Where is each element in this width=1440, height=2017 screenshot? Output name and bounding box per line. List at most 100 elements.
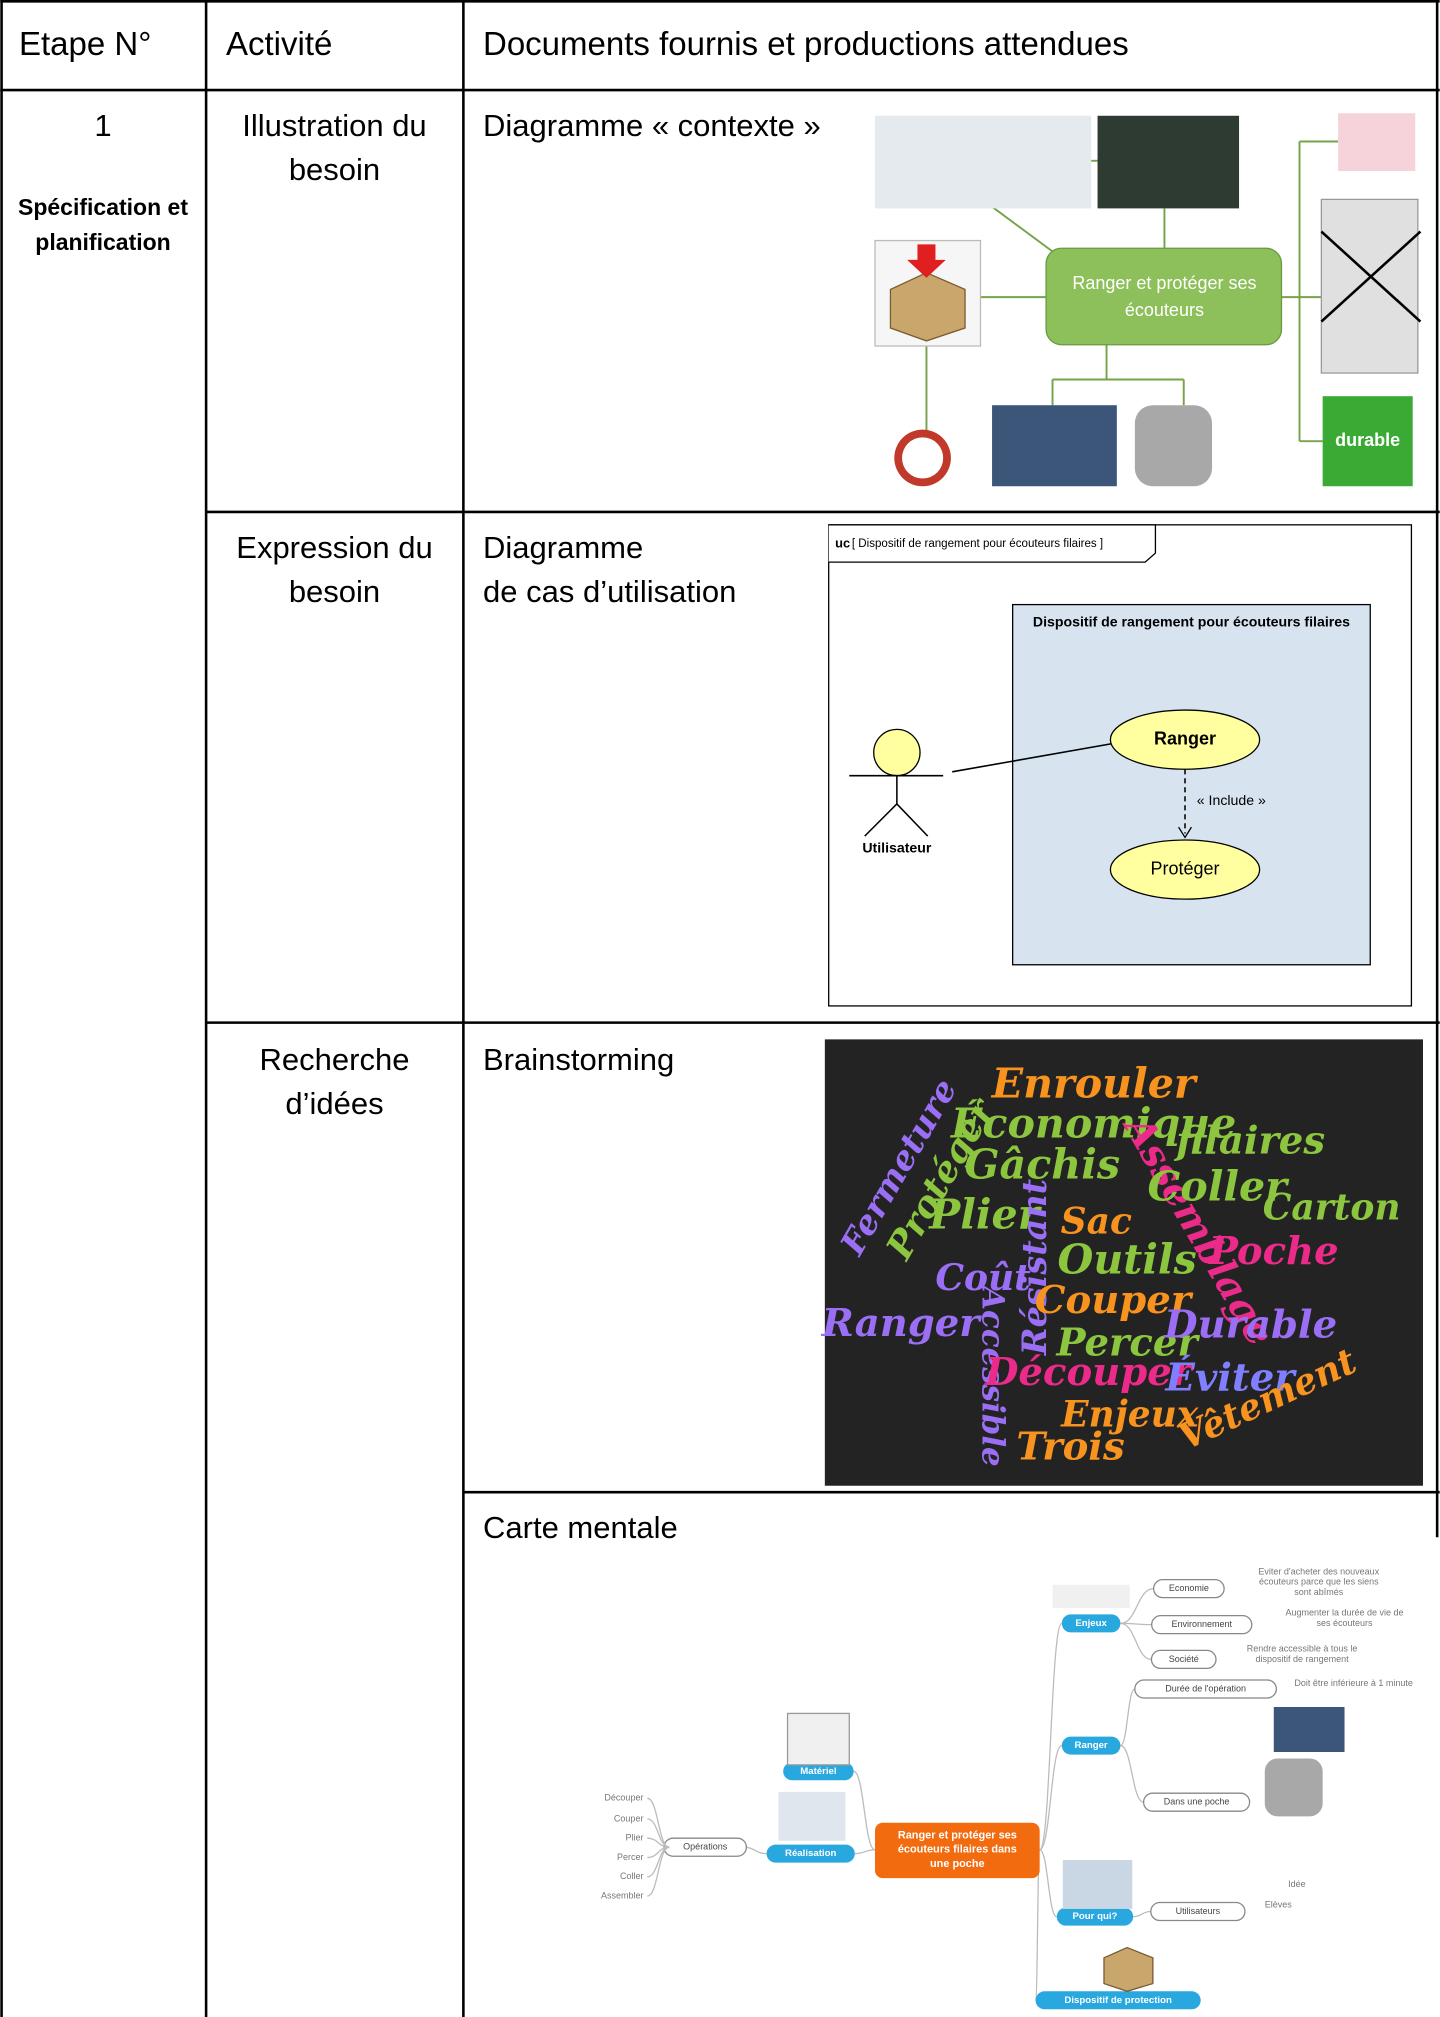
note: sont abîmés [1294, 1587, 1344, 1597]
connector [647, 1797, 670, 1848]
document-line: Brainstorming [483, 1042, 675, 1077]
uc-frame-label: [ Dispositif de rangement pour écouteurs… [852, 538, 1103, 550]
step-number: 1 [94, 108, 112, 143]
word: Outils [1058, 1235, 1197, 1284]
use-case-label: Protéger [1150, 858, 1219, 878]
relation-label: « Include » [1197, 792, 1266, 808]
word: Poche [1208, 1229, 1339, 1274]
branch-node [783, 1762, 854, 1781]
note: Elèves [1265, 1899, 1293, 1909]
context-center [1045, 247, 1283, 346]
uc-tab [828, 524, 1157, 563]
note: Assembler [601, 1890, 644, 1900]
uc-system-label: Dispositif de rangement pour écouteurs f… [1033, 613, 1350, 629]
connector [1120, 1744, 1144, 1803]
note: Rendre accessible à tous le [1247, 1643, 1358, 1653]
mind-map-center [875, 1822, 1040, 1879]
image-placeholder [786, 1712, 850, 1766]
box-icon [1103, 1946, 1154, 1992]
image-placeholder [1134, 405, 1213, 487]
image-placeholder [1338, 113, 1416, 172]
badge-label: durable [1335, 430, 1400, 450]
document-line: Diagramme [483, 530, 644, 565]
document-line: Carte mentale [483, 1510, 678, 1545]
sub-node [1134, 1679, 1277, 1699]
word: Enjeux [1060, 1394, 1199, 1436]
word: Résistant [1015, 1178, 1054, 1356]
word: Coller [1147, 1161, 1290, 1210]
branch-node [1056, 1907, 1134, 1926]
image-placeholder [875, 115, 1092, 209]
sub-node-label: Utilisateurs [1176, 1906, 1221, 1916]
arrow-head [1178, 826, 1192, 839]
image-placeholder [1097, 115, 1240, 209]
note: dispositif de rangement [1256, 1654, 1350, 1664]
connector [1039, 1622, 1063, 1851]
word: Économique [950, 1098, 1236, 1147]
note: Découper [604, 1793, 643, 1803]
note: Coller [620, 1871, 644, 1881]
connector [743, 1846, 767, 1855]
badge [1322, 396, 1413, 487]
connector [647, 1846, 670, 1897]
branch-label: Enjeux [1075, 1618, 1107, 1629]
actor-label: Utilisateur [862, 840, 932, 856]
image-placeholder [1052, 1584, 1130, 1608]
word: Découper [984, 1350, 1195, 1395]
connector [1119, 1688, 1136, 1747]
activity: Illustration du besoin [242, 108, 427, 187]
word: Trois [1016, 1425, 1124, 1470]
arrow-icon [907, 244, 946, 278]
sub-node-label: Opérations [683, 1842, 728, 1852]
uc-system [1012, 603, 1371, 966]
note: Percer [617, 1852, 644, 1862]
use-case-label: Ranger [1154, 728, 1216, 748]
branch-node [1061, 1736, 1121, 1755]
word: Sac [1061, 1201, 1132, 1243]
word: Percer [1056, 1321, 1201, 1366]
word: Carton [1263, 1186, 1401, 1228]
mind-map-center-label: Ranger et protéger ses [898, 1830, 1017, 1842]
word: Gâchis [964, 1140, 1120, 1189]
image-placeholder [1273, 1706, 1345, 1753]
branch-label: Réalisation [785, 1848, 836, 1859]
sub-node [1150, 1901, 1246, 1922]
connector [1133, 1910, 1151, 1918]
actor-head [873, 728, 921, 777]
document-line: de cas d’utilisation [483, 574, 737, 609]
note: Eviter d'acheter des nouveaux [1258, 1566, 1379, 1576]
activity: Expression du besoin [236, 530, 433, 609]
mind-map-center-label: une poche [930, 1858, 985, 1870]
note: Doit être inférieure à 1 minute [1294, 1678, 1413, 1688]
branch-node [1061, 1614, 1121, 1633]
word: Couper [1035, 1278, 1194, 1323]
connector [853, 1770, 876, 1851]
header-documents: Documents fournis et productions attendu… [483, 25, 1129, 62]
connector [1039, 1849, 1058, 1918]
note: écouteurs parce que les siens [1259, 1577, 1379, 1587]
word: Ranger [821, 1301, 983, 1346]
branch-label: Matériel [800, 1766, 836, 1777]
header-step: Etape N° [19, 25, 152, 62]
document: Carte mentale [483, 1506, 678, 1550]
sub-node-label: Environnement [1171, 1619, 1232, 1629]
context-center-label: Ranger et protéger ses [1072, 273, 1256, 293]
sub-node [663, 1837, 748, 1857]
mind-map-center-label: écouteurs filaires dans [898, 1844, 1017, 1856]
uc-keyword: uc [835, 536, 850, 551]
document: Diagramme « contexte » [483, 104, 821, 148]
line [1320, 230, 1422, 323]
image-placeholder [1320, 198, 1419, 374]
word: Enrouler [991, 1058, 1199, 1107]
image-placeholder [778, 1791, 846, 1841]
word: Plier [928, 1190, 1042, 1239]
branch-node [1035, 1991, 1201, 2010]
connector [1039, 1744, 1063, 1851]
word: filaires [1173, 1119, 1325, 1164]
sub-node-label: Société [1169, 1654, 1199, 1664]
image-placeholder [1062, 1860, 1133, 1909]
note: Idée [1288, 1879, 1306, 1889]
note: Couper [614, 1813, 644, 1823]
